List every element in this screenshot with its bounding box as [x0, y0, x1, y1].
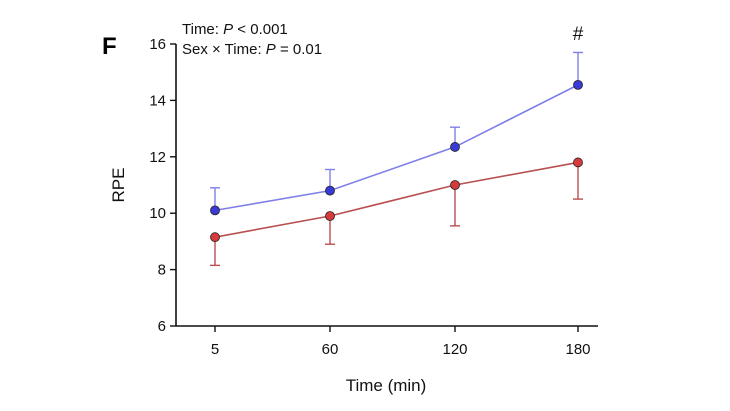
- data-point: [325, 185, 335, 196]
- y-tick-label: 6: [158, 318, 166, 335]
- y-tick-label: 8: [158, 262, 166, 279]
- data-point: [573, 157, 583, 168]
- data-point: [325, 211, 335, 221]
- x-axis-title: Time (min): [346, 376, 427, 395]
- significance-mark: #: [573, 24, 584, 45]
- x-tick-label: 120: [442, 341, 467, 358]
- x-tick-label: 180: [565, 341, 590, 358]
- data-point: [450, 142, 460, 152]
- axes: 6 8 10 12 14 16 5 60 120 180: [149, 36, 598, 358]
- plot-area: #: [210, 24, 584, 267]
- stat-time: Time: P < 0.001: [182, 21, 288, 38]
- series-2: [210, 157, 583, 267]
- y-tick-label: 14: [149, 92, 166, 109]
- y-tick-label: 10: [149, 205, 166, 222]
- stat-sex-time: Sex × Time: P = 0.01: [182, 41, 322, 58]
- data-point: [573, 79, 583, 90]
- x-tick-label: 60: [322, 341, 339, 358]
- y-tick-label: 16: [149, 36, 166, 53]
- series-line: [214, 84, 579, 212]
- data-point: [210, 205, 220, 216]
- x-tick-label: 5: [211, 341, 219, 358]
- data-point: [450, 180, 460, 190]
- series-1: [210, 51, 583, 216]
- y-tick-label: 12: [149, 149, 166, 166]
- y-axis-title: RPE: [109, 168, 128, 203]
- data-point: [210, 232, 220, 243]
- series-line: [214, 161, 579, 238]
- panel-label: F: [102, 33, 117, 60]
